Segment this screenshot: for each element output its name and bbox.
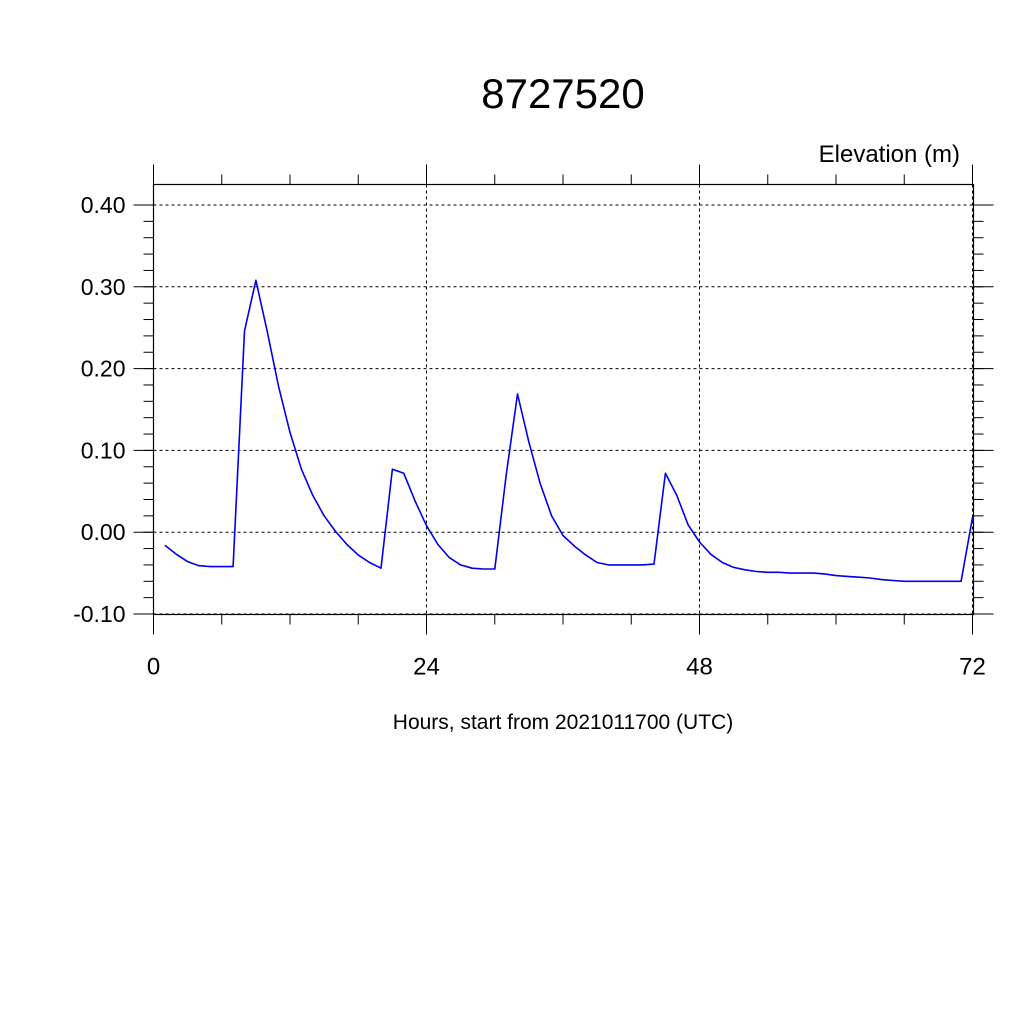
x-tick-label: 0 (147, 654, 160, 681)
y-tick-label: -0.10 (73, 601, 125, 627)
x-tick-label: 48 (686, 654, 713, 681)
x-tick-label: 24 (413, 654, 440, 681)
axis-ticks (133, 164, 994, 635)
y-tick-label: 0.00 (81, 519, 126, 545)
y-tick-label: 0.10 (81, 437, 126, 463)
y-tick-label: 0.20 (81, 356, 126, 382)
x-axis-label: Hours, start from 2021011700 (UTC) (393, 711, 733, 734)
plot-frame (152, 183, 975, 616)
tick-labels: -0.10 0.00 0.10 0.20 0.30 0.40 0 24 48 72 (73, 192, 986, 681)
grid-lines (153, 184, 974, 615)
y-axis-label: Elevation (m) (819, 141, 960, 168)
series-line (164, 279, 974, 583)
series-layer (164, 279, 974, 583)
y-tick-label: 0.30 (81, 274, 126, 300)
y-tick-label: 0.40 (81, 192, 126, 218)
chart-title: 8727520 (481, 70, 645, 117)
x-tick-label: 72 (959, 654, 986, 681)
